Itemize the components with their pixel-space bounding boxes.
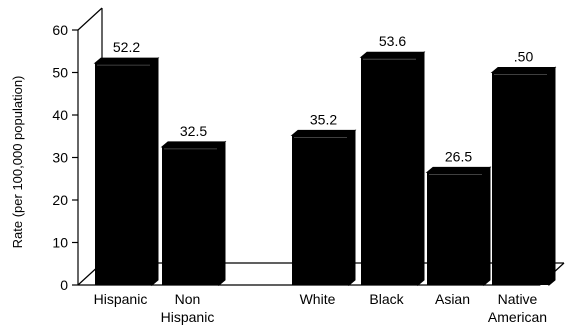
y-tick-label: 60 — [52, 22, 68, 38]
bar-value-label: 35.2 — [310, 111, 337, 127]
bar-top — [290, 129, 357, 136]
bar-front — [292, 135, 349, 285]
bar-value-label: 32.5 — [180, 123, 207, 139]
bar-side — [348, 129, 356, 287]
bar-value-label: 26.5 — [445, 148, 472, 164]
bar — [359, 51, 426, 287]
bar-value-label: 53.6 — [379, 33, 406, 49]
category-label: Native — [498, 291, 538, 307]
bars — [93, 51, 557, 287]
bar-side — [483, 166, 491, 287]
bar-value-label: .50 — [514, 49, 534, 65]
bar — [290, 129, 357, 287]
category-label: Hispanic — [161, 309, 215, 325]
category-label: American — [488, 309, 547, 325]
y-tick-label: 50 — [52, 65, 68, 81]
y-tick-label: 10 — [52, 235, 68, 251]
bar-top — [93, 57, 160, 64]
bar-top — [160, 141, 227, 148]
back-wall-top-edge — [77, 7, 103, 31]
bar-top — [359, 51, 426, 58]
bar-front — [361, 57, 418, 286]
bar-side — [417, 51, 425, 287]
bar — [160, 140, 227, 287]
category-label: Hispanic — [94, 291, 148, 307]
y-tick-label: 30 — [52, 150, 68, 166]
category-label: White — [300, 291, 336, 307]
bar — [490, 66, 557, 287]
bar-top — [425, 166, 492, 173]
y-tick-label: 20 — [52, 192, 68, 208]
bar-front — [95, 63, 152, 286]
bar-side — [218, 140, 226, 287]
bar-side — [151, 57, 159, 287]
bar-front — [492, 72, 549, 285]
y-axis: 0 10 20 30 40 50 60 — [52, 22, 78, 293]
bar-value-label: 52.2 — [113, 39, 140, 55]
category-label: Asian — [435, 291, 470, 307]
y-axis-label: Rate (per 100,000 population) — [10, 76, 25, 249]
bar — [93, 57, 160, 287]
labels: 52.2 Hispanic 32.5 Non Hispanic 35.2 White 53.6… — [94, 33, 547, 325]
y-tick-label: 40 — [52, 107, 68, 123]
bar-side — [548, 66, 556, 287]
bar-front — [427, 172, 484, 285]
category-label: Non — [175, 291, 201, 307]
category-label: Black — [369, 291, 404, 307]
y-tick-label: 0 — [60, 277, 68, 293]
bar-top — [490, 67, 557, 73]
bar — [425, 166, 492, 287]
bar-front — [162, 146, 219, 285]
